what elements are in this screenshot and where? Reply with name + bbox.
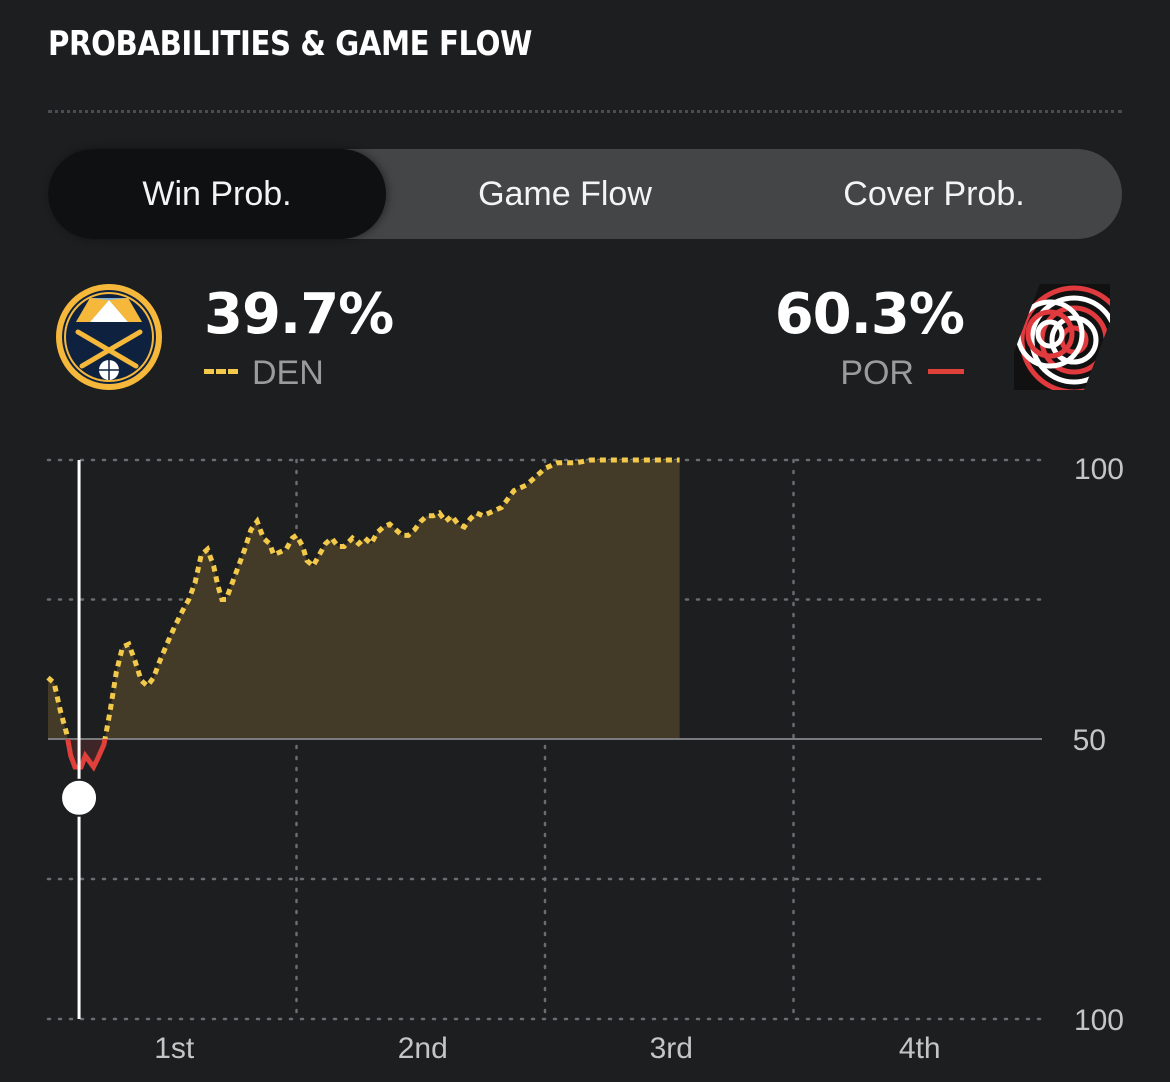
tab-cover-prob[interactable]: Cover Prob. — [843, 175, 1025, 213]
quarter-label-1st: 1st — [154, 1032, 195, 1065]
trail-blazers-logo-icon — [1014, 284, 1110, 390]
section-title: PROBABILITIES & GAME FLOW — [48, 24, 532, 64]
tab-win-prob[interactable]: Win Prob. — [48, 149, 386, 239]
den-legend: DEN — [204, 354, 324, 393]
quarter-label-3rd: 3rd — [650, 1032, 693, 1065]
den-legend-dash-icon — [204, 368, 238, 374]
por-win-probability: 60.3% — [774, 282, 965, 347]
section-divider — [48, 110, 1122, 113]
quarter-label-4th: 4th — [899, 1032, 941, 1065]
y-tick-mid: 50 — [1073, 724, 1106, 757]
nuggets-logo-icon — [56, 284, 162, 390]
y-tick-bottom: 100 — [1074, 1004, 1124, 1037]
scrubber-handle[interactable] — [60, 778, 99, 817]
por-legend: POR — [840, 354, 964, 393]
por-legend-line-icon — [928, 368, 964, 374]
chart-mode-tabs: Win Prob. Game Flow Cover Prob. — [48, 149, 1122, 239]
den-win-probability: 39.7% — [204, 282, 394, 347]
quarter-label-2nd: 2nd — [398, 1032, 448, 1065]
tab-game-flow[interactable]: Game Flow — [478, 175, 652, 213]
por-abbr: POR — [840, 354, 914, 392]
y-tick-top: 100 — [1074, 453, 1124, 486]
den-probability-area — [48, 460, 680, 739]
win-probability-chart: 100 50 100 1st 2nd 3rd 4th — [46, 453, 1124, 1065]
den-abbr: DEN — [252, 354, 324, 392]
den-probability-line — [46, 457, 680, 739]
